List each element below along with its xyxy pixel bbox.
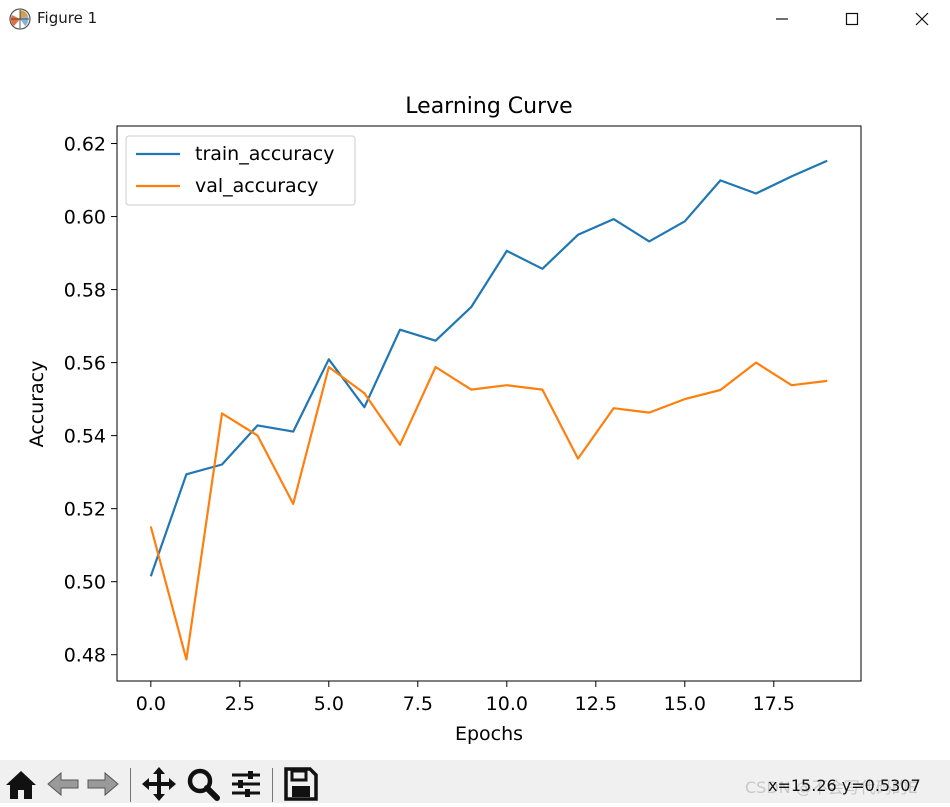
y-tick-label: 0.58 — [64, 280, 106, 302]
legend-label-train: train_accuracy — [195, 143, 334, 165]
close-icon — [915, 12, 929, 26]
x-tick-label: 15.0 — [664, 693, 706, 715]
matplotlib-figure-icon — [9, 8, 31, 30]
back-arrow-icon — [47, 771, 79, 797]
legend: train_accuracy val_accuracy — [125, 135, 356, 206]
pan-icon — [142, 767, 176, 801]
y-tick-label: 0.62 — [64, 134, 106, 156]
chart-title: Learning Curve — [405, 94, 572, 119]
cursor-coordinates: x=15.26 y=0.5307 — [768, 776, 921, 795]
val-accuracy-line — [149, 361, 828, 661]
navigation-toolbar: CSDN @不会写代码的E x=15.26 y=0.5307 — [0, 760, 950, 803]
maximize-icon — [845, 12, 859, 26]
x-tick-label: 12.5 — [575, 693, 617, 715]
x-tick-label: 2.5 — [225, 693, 255, 715]
close-button[interactable] — [897, 0, 947, 38]
maximize-button[interactable] — [827, 0, 877, 38]
forward-button[interactable] — [84, 765, 122, 803]
legend-label-val: val_accuracy — [195, 175, 318, 197]
zoom-button[interactable] — [184, 765, 222, 803]
home-button[interactable] — [2, 765, 40, 803]
x-tick-label: 10.0 — [486, 693, 528, 715]
train-accuracy-line — [149, 159, 828, 577]
minimize-button[interactable] — [757, 0, 807, 38]
configure-subplots-button[interactable] — [227, 765, 265, 803]
x-tick-label: 5.0 — [314, 693, 344, 715]
x-axis-label: Epochs — [455, 723, 523, 745]
home-icon — [6, 771, 36, 799]
y-tick-label: 0.52 — [64, 499, 106, 521]
zoom-icon — [187, 768, 220, 801]
toolbar-separator — [130, 768, 131, 802]
y-tick-label: 0.60 — [64, 207, 106, 229]
save-button[interactable] — [282, 765, 320, 803]
y-tick-label: 0.50 — [64, 572, 106, 594]
back-button[interactable] — [44, 765, 82, 803]
window-title: Figure 1 — [37, 9, 98, 27]
y-tick-label: 0.56 — [64, 353, 106, 375]
toolbar-separator — [272, 768, 273, 802]
y-tick-label: 0.48 — [64, 645, 106, 667]
y-tick-label: 0.54 — [64, 426, 106, 448]
window-titlebar: Figure 1 — [0, 0, 950, 39]
forward-arrow-icon — [87, 771, 119, 797]
x-tick-label: 7.5 — [403, 693, 433, 715]
figure-canvas[interactable]: 0.48 0.50 0.52 0.54 0.56 0.58 0.60 0.62 0.0 2.5 5… — [0, 38, 950, 760]
learning-curve-chart: 0.48 0.50 0.52 0.54 0.56 0.58 0.60 0.62 0.0 2.5 5… — [26, 94, 862, 745]
x-tick-label: 17.5 — [753, 693, 795, 715]
minimize-icon — [776, 18, 788, 20]
legend-box — [125, 135, 356, 206]
y-axis-label: Accuracy — [26, 361, 48, 448]
x-tick-label: 0.0 — [136, 693, 166, 715]
axes-frame — [116, 125, 862, 682]
save-icon — [284, 767, 318, 801]
plot-area — [117, 126, 861, 681]
watermark: CSDN @不会写代码的E — [745, 778, 918, 797]
pan-button[interactable] — [140, 765, 178, 803]
configure-subplots-icon — [232, 771, 260, 797]
